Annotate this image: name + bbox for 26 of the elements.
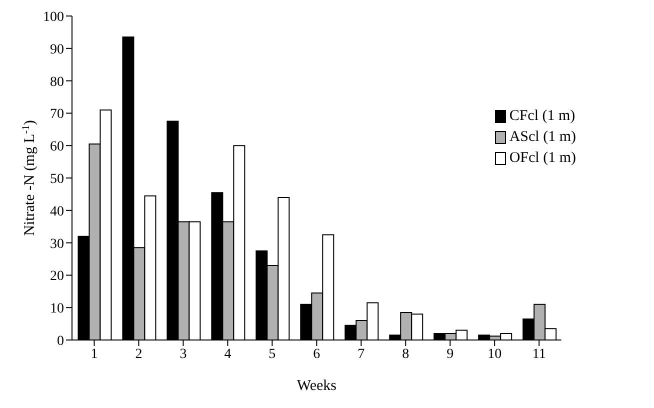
x-tick-label: 1 [90,346,98,362]
x-tick-label: 9 [446,346,454,362]
y-tick-label: 0 [57,334,64,349]
x-tick-label: 4 [224,346,232,362]
x-tick-label: 10 [488,346,502,362]
x-tick-label: 7 [358,346,365,362]
legend-label: CFcl (1 m) [509,108,576,125]
x-tick-label: 11 [532,346,546,362]
x-tick-label: 3 [180,346,187,362]
x-tick-label: 2 [135,346,142,362]
legend-label: AScl (1 m) [509,129,576,146]
y-tick-label: 30 [50,236,64,252]
y-tick-label: 70 [50,107,64,122]
legend-label: OFcl (1 m) [509,150,576,167]
y-tick-label: 20 [50,269,64,284]
x-tick-label: 6 [313,346,320,362]
x-tick-label: 5 [268,346,276,362]
y-tick-label: 90 [50,42,64,58]
y-tick-label: 100 [43,10,64,25]
y-tick-label: 40 [50,204,64,220]
x-axis-title: Weeks [296,378,337,394]
y-tick-label: 80 [50,74,64,90]
x-tick-label: 8 [402,346,410,362]
y-tick-label: 60 [50,140,64,155]
y-tick-label: 50 [50,172,64,187]
y-tick-label: 10 [50,302,64,317]
